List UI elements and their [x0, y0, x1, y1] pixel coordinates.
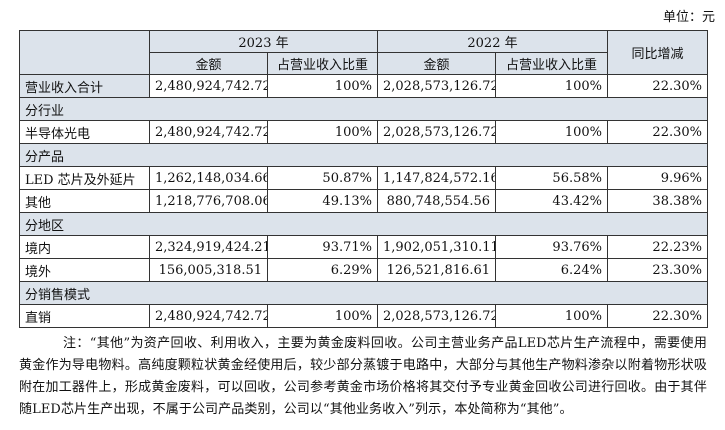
- cell-ratio-2022: 100%: [495, 120, 608, 144]
- cell-yoy: 22.30%: [607, 304, 708, 328]
- cell-yoy: 22.23%: [607, 235, 708, 259]
- header-year-2023: 2023 年: [149, 30, 378, 53]
- cell-ratio-2023: 49.13%: [267, 189, 378, 213]
- cell-amount-2023: 2,480,924,742.72: [149, 74, 268, 98]
- cell-ratio-2023: 6.29%: [267, 258, 378, 282]
- cell-ratio-2022: 100%: [495, 74, 608, 98]
- section-row-sales-mode: 分销售模式: [19, 281, 708, 305]
- section-label: 分销售模式: [19, 281, 708, 305]
- section-row-product: 分产品: [19, 143, 708, 167]
- section-row-region: 分地区: [19, 212, 708, 236]
- cell-amount-2023: 1,218,776,708.06: [149, 189, 268, 213]
- cell-amount-2022: 880,748,554.56: [377, 189, 496, 213]
- cell-ratio-2023: 50.87%: [267, 166, 378, 190]
- header-year-2022: 2022 年: [377, 30, 608, 53]
- cell-amount-2022: 126,521,816.61: [377, 258, 496, 282]
- cell-yoy: 22.30%: [607, 74, 708, 98]
- cell-amount-2023: 2,480,924,742.72: [149, 120, 268, 144]
- cell-yoy: 38.38%: [607, 189, 708, 213]
- cell-ratio-2023: 100%: [267, 74, 378, 98]
- row-label: 其他: [19, 189, 150, 213]
- table-note: 注：“其他”为资产回收、利用收入，主要为黄金废料回收。公司主营业务产品LED芯片…: [19, 336, 707, 417]
- header-ratio-2022: 占营业收入比重: [495, 52, 608, 75]
- cell-yoy: 23.30%: [607, 258, 708, 282]
- section-row-industry: 分行业: [19, 97, 708, 121]
- cell-amount-2023: 2,480,924,742.72: [149, 304, 268, 328]
- table-row-total: 营业收入合计 2,480,924,742.72 100% 2,028,573,1…: [19, 74, 708, 98]
- row-label: 营业收入合计: [19, 74, 150, 98]
- revenue-table: 2023 年 2022 年 同比增减 金额 占营业收入比重 金额 占营业收入比重…: [19, 30, 708, 328]
- cell-amount-2022: 1,902,051,310.11: [377, 235, 496, 259]
- row-label: 半导体光电: [19, 120, 150, 144]
- table-row-domestic: 境内 2,324,919,424.21 93.71% 1,902,051,310…: [19, 235, 708, 259]
- cell-ratio-2023: 93.71%: [267, 235, 378, 259]
- cell-amount-2023: 156,005,318.51: [149, 258, 268, 282]
- cell-ratio-2023: 100%: [267, 304, 378, 328]
- table-row-led: LED 芯片及外延片 1,262,148,034.66 50.87% 1,147…: [19, 166, 708, 190]
- unit-label: 单位：元: [662, 10, 715, 25]
- header-amount-2022: 金额: [377, 52, 496, 75]
- cell-ratio-2022: 100%: [495, 304, 608, 328]
- cell-amount-2022: 1,147,824,572.16: [377, 166, 496, 190]
- section-label: 分地区: [19, 212, 708, 236]
- cell-ratio-2023: 100%: [267, 120, 378, 144]
- cell-amount-2022: 2,028,573,126.72: [377, 304, 496, 328]
- cell-amount-2023: 2,324,919,424.21: [149, 235, 268, 259]
- row-label: 直销: [19, 304, 150, 328]
- row-label: LED 芯片及外延片: [19, 166, 150, 190]
- cell-ratio-2022: 93.76%: [495, 235, 608, 259]
- header-ratio-2023: 占营业收入比重: [267, 52, 378, 75]
- row-label: 境外: [19, 258, 150, 282]
- table-row-direct: 直销 2,480,924,742.72 100% 2,028,573,126.7…: [19, 304, 708, 328]
- row-label: 境内: [19, 235, 150, 259]
- cell-ratio-2022: 43.42%: [495, 189, 608, 213]
- table-row-other: 其他 1,218,776,708.06 49.13% 880,748,554.5…: [19, 189, 708, 213]
- header-row-columns: 金额 占营业收入比重 金额 占营业收入比重: [20, 52, 708, 75]
- cell-yoy: 9.96%: [607, 166, 708, 190]
- section-label: 分行业: [19, 97, 708, 121]
- cell-amount-2023: 1,262,148,034.66: [149, 166, 268, 190]
- section-label: 分产品: [19, 143, 708, 167]
- table-row-semiconductor: 半导体光电 2,480,924,742.72 100% 2,028,573,12…: [19, 120, 708, 144]
- cell-amount-2022: 2,028,573,126.72: [377, 120, 496, 144]
- header-yoy: 同比增减: [607, 30, 708, 75]
- cell-amount-2022: 2,028,573,126.72: [377, 74, 496, 98]
- header-blank-cell: [19, 30, 150, 75]
- header-row-years: 2023 年 2022 年 同比增减: [19, 30, 708, 75]
- table-row-overseas: 境外 156,005,318.51 6.29% 126,521,816.61 6…: [19, 258, 708, 282]
- cell-ratio-2022: 56.58%: [495, 166, 608, 190]
- cell-yoy: 22.30%: [607, 120, 708, 144]
- cell-ratio-2022: 6.24%: [495, 258, 608, 282]
- header-amount-2023: 金额: [149, 52, 268, 75]
